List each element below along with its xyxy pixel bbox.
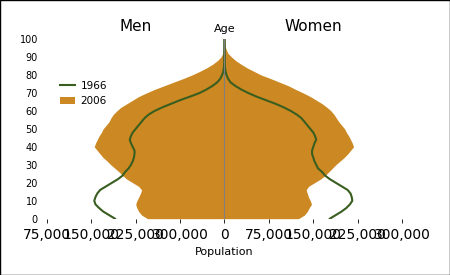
X-axis label: Population: Population — [195, 247, 254, 257]
Legend: 1966, 2006: 1966, 2006 — [56, 77, 111, 110]
Text: Men: Men — [120, 19, 152, 34]
Text: Women: Women — [284, 19, 342, 34]
Text: Age: Age — [214, 24, 235, 34]
